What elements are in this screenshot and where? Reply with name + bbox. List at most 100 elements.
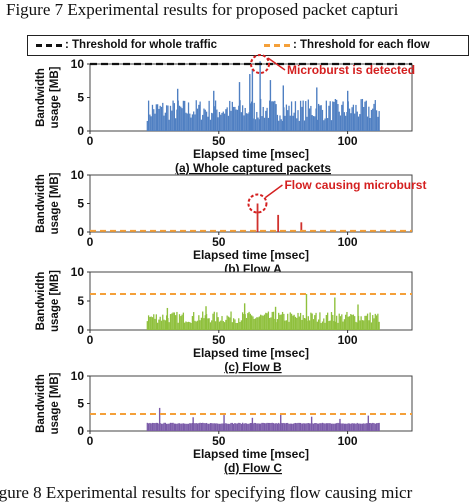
x-tick-label: 0: [87, 434, 94, 448]
bar: [232, 106, 235, 131]
bar: [352, 104, 355, 131]
bar: [377, 313, 379, 330]
bar: [373, 103, 375, 131]
bar: [220, 114, 222, 131]
bar: [357, 423, 360, 431]
bar: [368, 106, 370, 131]
bar: [330, 423, 333, 431]
bar: [218, 321, 221, 330]
bar: [261, 116, 263, 131]
bar: [203, 108, 205, 131]
x-tick-label: 50: [212, 434, 226, 448]
bar-spike: [238, 82, 241, 131]
bar: [339, 316, 342, 330]
bar: [330, 120, 333, 131]
bar: [296, 423, 298, 431]
bar: [372, 422, 374, 431]
bar: [190, 423, 192, 431]
bar: [315, 312, 317, 330]
bar: [314, 423, 316, 431]
bar: [266, 107, 268, 131]
bar: [211, 112, 213, 131]
bar: [205, 111, 208, 131]
bar: [235, 109, 237, 131]
bar: [311, 115, 313, 131]
bar-spike: [282, 85, 284, 131]
bar: [187, 423, 190, 431]
bar: [275, 423, 277, 431]
bar: [193, 312, 195, 330]
bar: [191, 422, 194, 431]
x-tick-label: 50: [212, 235, 226, 249]
legend-item-whole-threshold: : Threshold for whole traffic: [36, 39, 217, 51]
bar: [256, 203, 259, 232]
bar: [324, 118, 326, 131]
bar: [223, 113, 226, 131]
bar: [164, 112, 166, 131]
annotation-leader: [267, 57, 286, 71]
bar: [307, 423, 309, 431]
y-axis-label: Bandwidth: [35, 174, 47, 233]
bar: [329, 101, 331, 131]
bar: [267, 117, 270, 131]
bar: [377, 116, 379, 131]
bar: [292, 115, 294, 131]
bar: [325, 423, 327, 431]
bar: [319, 312, 321, 330]
bar: [306, 423, 308, 431]
bar: [151, 422, 154, 431]
bar: [298, 316, 300, 330]
bar: [370, 322, 373, 330]
bar: [257, 317, 259, 330]
bar: [154, 318, 156, 330]
bar: [271, 101, 273, 131]
annotation-circle: [250, 54, 271, 74]
bar: [236, 109, 239, 131]
bar: [146, 120, 148, 131]
bar: [191, 316, 194, 330]
bar: [305, 423, 307, 431]
bar: [163, 422, 165, 431]
bar: [346, 311, 348, 330]
bar: [222, 423, 224, 431]
bar: [357, 116, 360, 131]
bar: [236, 423, 239, 431]
x-axis-label: Elapsed time [msec]: [193, 447, 309, 461]
bar: [156, 422, 159, 431]
bar: [221, 316, 223, 330]
bar: [261, 315, 263, 330]
bar: [249, 313, 251, 330]
bar-spike: [251, 417, 254, 431]
bar: [274, 423, 276, 431]
bar: [214, 100, 217, 131]
bar: [369, 422, 371, 431]
bar: [253, 422, 255, 431]
bar-spike: [274, 306, 277, 330]
bar: [287, 422, 289, 431]
bar: [345, 314, 347, 330]
bar: [289, 115, 291, 131]
bar: [336, 315, 338, 330]
bar: [308, 108, 311, 131]
bar-spike: [166, 307, 169, 330]
bar: [334, 99, 337, 131]
bar-spike: [367, 415, 370, 431]
bar: [200, 317, 203, 330]
y-tick-label: 5: [77, 397, 84, 411]
bar: [314, 116, 316, 131]
bar: [310, 312, 312, 330]
bar: [374, 100, 376, 131]
bar: [244, 423, 246, 431]
bar: [225, 109, 227, 131]
y-tick-label: 0: [77, 323, 84, 337]
bar: [234, 319, 236, 330]
bar: [308, 320, 311, 330]
bar: [147, 100, 150, 131]
bar: [164, 320, 166, 330]
bar: [325, 100, 327, 131]
bar-spike: [223, 415, 225, 431]
bar: [232, 423, 235, 431]
